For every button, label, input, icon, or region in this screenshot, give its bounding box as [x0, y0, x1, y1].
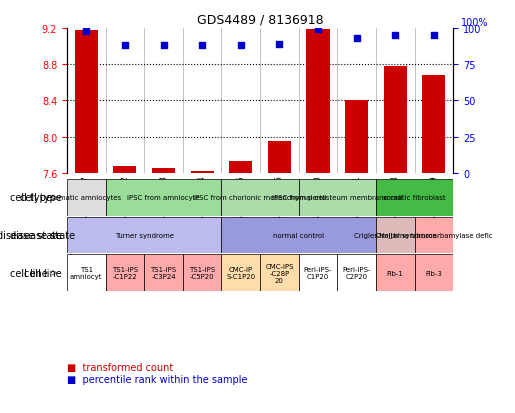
- FancyBboxPatch shape: [144, 255, 183, 291]
- Text: 100%: 100%: [461, 17, 488, 27]
- Text: TS1
amniocyt: TS1 amniocyt: [70, 266, 102, 280]
- Bar: [384, 67, 407, 173]
- Text: CMC-iPS
-C28P
20: CMC-iPS -C28P 20: [265, 263, 294, 283]
- Point: [236, 43, 245, 50]
- Point: [352, 36, 360, 43]
- FancyBboxPatch shape: [106, 180, 221, 216]
- Bar: [75, 31, 98, 173]
- FancyBboxPatch shape: [376, 180, 453, 216]
- Text: Fib-3: Fib-3: [425, 270, 442, 276]
- Bar: [345, 100, 368, 173]
- FancyBboxPatch shape: [67, 217, 221, 254]
- Text: cell type: cell type: [10, 193, 52, 203]
- Text: Peri-iPS-
C2P20: Peri-iPS- C2P20: [342, 266, 371, 280]
- Text: Turner syndrome: Turner syndrome: [115, 233, 174, 238]
- Text: somatic amniocytes: somatic amniocytes: [51, 195, 122, 201]
- Bar: [268, 142, 291, 173]
- Text: normal control: normal control: [273, 233, 324, 238]
- Text: disease state: disease state: [10, 230, 75, 240]
- FancyBboxPatch shape: [67, 255, 106, 291]
- FancyBboxPatch shape: [106, 255, 144, 291]
- Point: [121, 43, 129, 50]
- FancyBboxPatch shape: [67, 180, 106, 216]
- FancyBboxPatch shape: [183, 255, 221, 291]
- FancyBboxPatch shape: [415, 217, 453, 254]
- Title: GDS4489 / 8136918: GDS4489 / 8136918: [197, 13, 323, 26]
- Text: ■  percentile rank within the sample: ■ percentile rank within the sample: [67, 374, 247, 384]
- FancyBboxPatch shape: [299, 255, 337, 291]
- Text: TS1-iPS
-C1P22: TS1-iPS -C1P22: [112, 266, 138, 280]
- Text: Fib-1: Fib-1: [387, 270, 404, 276]
- Text: iPSC from chorionic mesenchymal cell: iPSC from chorionic mesenchymal cell: [193, 195, 327, 201]
- FancyBboxPatch shape: [337, 255, 376, 291]
- Text: TS1-iPS
-C3P24: TS1-iPS -C3P24: [150, 266, 177, 280]
- Bar: [113, 166, 136, 173]
- Text: iPSC from periosteum membrane cell: iPSC from periosteum membrane cell: [272, 195, 402, 201]
- Text: Peri-iPS-
C1P20: Peri-iPS- C1P20: [304, 266, 332, 280]
- Bar: [229, 162, 252, 173]
- Point: [391, 33, 400, 39]
- Bar: [422, 76, 445, 173]
- Text: TS1-iPS
-C5P20: TS1-iPS -C5P20: [189, 266, 215, 280]
- Point: [82, 28, 91, 35]
- Point: [159, 43, 167, 50]
- FancyBboxPatch shape: [376, 255, 415, 291]
- Text: iPSC from amniocyte: iPSC from amniocyte: [127, 195, 200, 201]
- Text: cell type: cell type: [20, 193, 62, 203]
- FancyBboxPatch shape: [376, 217, 415, 254]
- Point: [314, 27, 322, 33]
- Text: Crigler-Najjar syndrome: Crigler-Najjar syndrome: [354, 233, 437, 238]
- Text: cell line: cell line: [10, 268, 48, 278]
- Point: [198, 43, 206, 50]
- FancyBboxPatch shape: [221, 180, 299, 216]
- FancyBboxPatch shape: [221, 217, 376, 254]
- Text: ■  transformed count: ■ transformed count: [67, 362, 173, 372]
- FancyBboxPatch shape: [299, 180, 376, 216]
- Text: disease state: disease state: [0, 230, 62, 240]
- FancyBboxPatch shape: [415, 255, 453, 291]
- FancyBboxPatch shape: [260, 255, 299, 291]
- Point: [275, 41, 283, 48]
- Point: [430, 33, 438, 39]
- FancyBboxPatch shape: [221, 255, 260, 291]
- Bar: [306, 30, 330, 173]
- Bar: [191, 172, 214, 173]
- Text: cell line: cell line: [24, 268, 62, 278]
- Text: somatic fibroblast: somatic fibroblast: [383, 195, 446, 201]
- Text: CMC-iP
S-C1P20: CMC-iP S-C1P20: [226, 266, 255, 280]
- Bar: [152, 169, 175, 173]
- Text: Ornithine transcarbamylase defic: Ornithine transcarbamylase defic: [375, 233, 492, 238]
